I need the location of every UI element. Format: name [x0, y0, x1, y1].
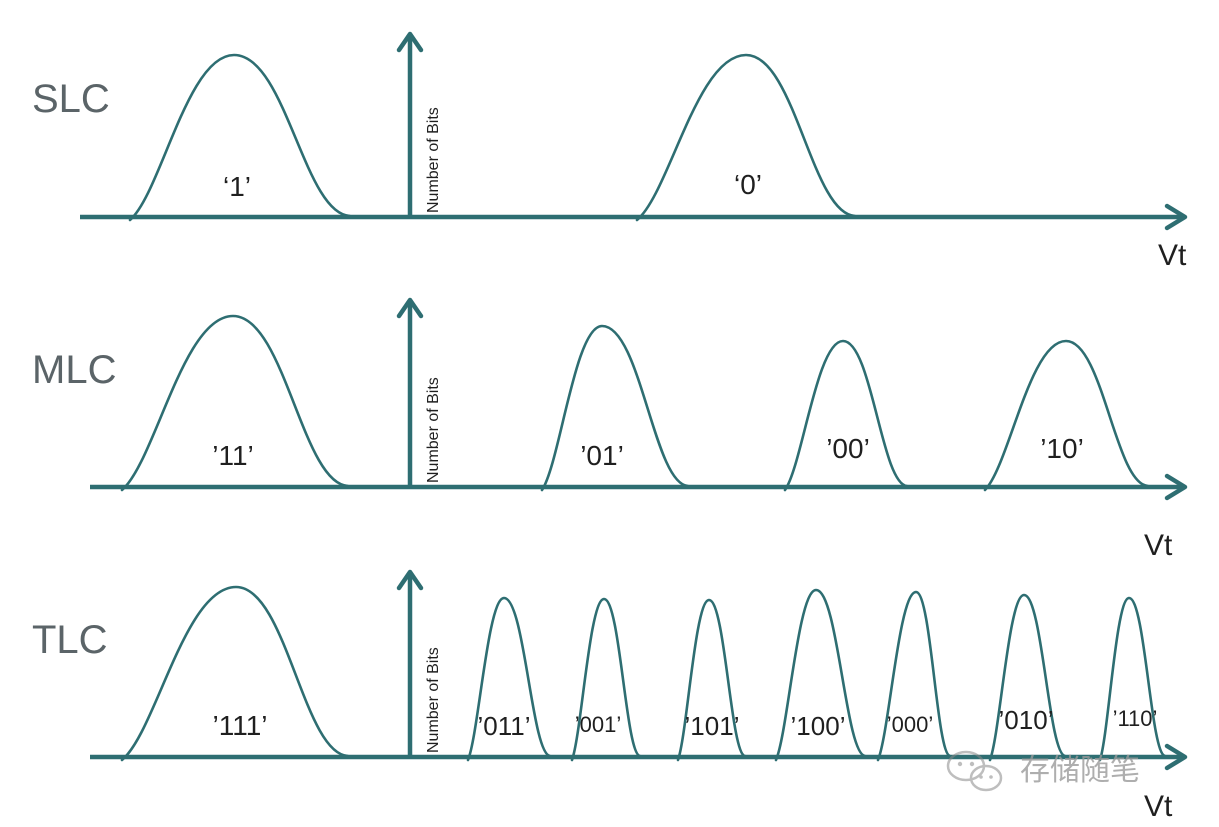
- state-label: ’100’: [791, 711, 846, 741]
- state-label: ’000’: [887, 712, 933, 737]
- state-label: ’01’: [580, 440, 624, 471]
- wechat-icon: [946, 750, 1003, 792]
- state-label: ’11’: [212, 440, 254, 471]
- state-label: ’110’: [1113, 706, 1158, 731]
- state-label: ‘1’: [223, 171, 251, 202]
- state-label: ’111’: [212, 710, 267, 741]
- row-mlc: MLC Number of Bits Vt ’11’ ’01’ ’00’ ’10’: [32, 297, 1188, 562]
- distribution-curve: [128, 53, 352, 222]
- watermark-text: 存储随笔: [1020, 753, 1140, 788]
- row-slc: SLC Number of Bits Vt ‘1’ ‘0’: [32, 31, 1188, 272]
- vt-axis-arrow-icon: [1164, 203, 1188, 231]
- state-label: ‘0’: [734, 169, 762, 200]
- ylabel-slc: Number of Bits: [425, 107, 442, 213]
- row-label-tlc: TLC: [32, 618, 108, 662]
- distribution-curve: [120, 314, 350, 492]
- state-label: ’010’: [999, 705, 1054, 735]
- distribution-curve: [1098, 596, 1167, 762]
- state-label: ’001’: [575, 712, 621, 737]
- distribution-curve: [988, 593, 1067, 762]
- state-label: ’00’: [826, 433, 870, 464]
- vt-axis-arrow-icon: [1164, 743, 1188, 771]
- distribution-curve: [876, 590, 952, 762]
- distribution-curve: [570, 597, 642, 762]
- distribution-curve: [783, 339, 909, 492]
- xlabel-slc: Vt: [1158, 239, 1187, 272]
- xlabel-tlc: Vt: [1144, 790, 1173, 823]
- row-label-slc: SLC: [32, 77, 110, 121]
- row-tlc: TLC Number of Bits Vt ’111’ ’011’ ’001’ ’101’ ’…: [32, 569, 1188, 823]
- distribution-curve: [983, 339, 1150, 492]
- state-label: ’101’: [685, 711, 740, 741]
- bits-axis-arrow-icon: [396, 569, 424, 591]
- row-label-mlc: MLC: [32, 348, 116, 392]
- state-label: ’011’: [477, 711, 530, 741]
- vt-axis-arrow-icon: [1164, 473, 1188, 501]
- distribution-curve: [466, 596, 552, 762]
- ylabel-mlc: Number of Bits: [425, 377, 442, 483]
- distribution-curve: [635, 53, 857, 222]
- ylabel-tlc: Number of Bits: [425, 647, 442, 753]
- watermark: 存储随笔: [946, 750, 1140, 792]
- distribution-curve: [540, 324, 690, 492]
- distribution-curve: [774, 588, 867, 762]
- xlabel-mlc: Vt: [1144, 529, 1173, 562]
- distribution-curve: [676, 598, 747, 762]
- distribution-curve: [120, 585, 350, 762]
- bits-axis-arrow-icon: [396, 31, 424, 53]
- bits-axis-arrow-icon: [396, 297, 424, 319]
- state-label: ’10’: [1040, 433, 1084, 464]
